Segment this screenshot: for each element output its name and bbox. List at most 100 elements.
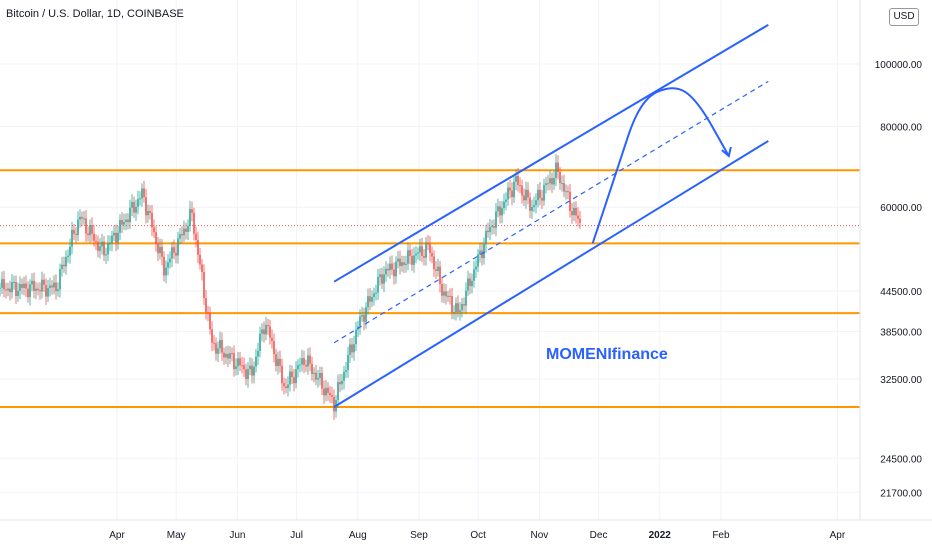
- candle-body: [565, 191, 567, 193]
- candle-body: [33, 280, 35, 291]
- candle-body: [371, 297, 373, 302]
- candle-body: [299, 364, 301, 366]
- candle-body: [137, 199, 139, 207]
- candle-body: [15, 281, 17, 297]
- candle-body: [345, 370, 347, 372]
- candle-body: [303, 358, 305, 365]
- candle-body: [443, 291, 445, 296]
- candle-body: [555, 162, 557, 178]
- candle-body: [261, 329, 263, 334]
- candle-body: [267, 324, 269, 327]
- candle-body: [243, 365, 245, 370]
- candle-body: [103, 241, 105, 256]
- candle-body: [283, 383, 285, 387]
- candle-body: [317, 377, 319, 380]
- candle-body: [309, 355, 311, 364]
- candle-body: [453, 312, 455, 314]
- candle-body: [83, 218, 85, 220]
- candle-body: [51, 285, 53, 288]
- candle-body: [395, 261, 397, 277]
- candle-body: [45, 284, 47, 297]
- candle-body: [513, 181, 515, 198]
- candle-body: [543, 185, 545, 201]
- candle-body: [39, 290, 41, 292]
- candle-body: [0, 287, 1, 289]
- candle-body: [57, 289, 59, 292]
- candle-body: [81, 216, 83, 219]
- candle-body: [19, 284, 21, 291]
- candle-body: [77, 219, 79, 236]
- candle-body: [11, 282, 13, 293]
- candle-body: [437, 266, 439, 271]
- candle-body: [533, 204, 535, 207]
- candle-body: [207, 312, 209, 314]
- candle-body: [505, 199, 507, 202]
- candle-body: [101, 241, 103, 247]
- price-axis-panel[interactable]: [860, 0, 932, 550]
- y-tick-label: 38500.00: [880, 328, 922, 339]
- candle-body: [67, 255, 69, 258]
- candle-body: [175, 252, 177, 256]
- candle-body: [55, 282, 57, 292]
- candle-body: [421, 246, 423, 257]
- candle-body: [545, 183, 547, 186]
- currency-button[interactable]: USD: [889, 8, 919, 26]
- candle-body: [427, 242, 429, 245]
- candle-body: [491, 226, 493, 228]
- candle-body: [497, 206, 499, 212]
- candle-body: [313, 372, 315, 374]
- candle-body: [529, 197, 531, 211]
- candle-body: [7, 288, 9, 291]
- candle-body: [219, 339, 221, 349]
- y-tick-label: 60000.00: [880, 203, 922, 214]
- y-tick-label: 80000.00: [880, 123, 922, 134]
- candle-body: [331, 395, 333, 397]
- candle-body: [391, 263, 393, 270]
- candle-body: [521, 185, 523, 196]
- candle-body: [61, 264, 63, 270]
- channel-lower-line[interactable]: [333, 140, 769, 408]
- candle-body: [191, 209, 193, 213]
- x-tick-label: Apr: [109, 530, 125, 541]
- x-tick-label: Jul: [290, 530, 303, 541]
- projection-path[interactable]: [591, 87, 730, 244]
- candle-body: [429, 244, 431, 253]
- channel-upper-line[interactable]: [333, 23, 769, 283]
- candle-body: [117, 232, 119, 243]
- candle-body: [95, 240, 97, 242]
- candle-body: [177, 238, 179, 256]
- candle-body: [571, 211, 573, 216]
- candle-body: [341, 380, 343, 385]
- candle-body: [23, 283, 25, 288]
- x-tick-label: May: [167, 530, 186, 541]
- candle-body: [145, 197, 147, 216]
- candle-body: [229, 353, 231, 359]
- candle-body: [241, 365, 243, 367]
- channel-drawings[interactable]: [333, 23, 769, 408]
- channel-middle-line[interactable]: [333, 80, 769, 344]
- candle-body: [293, 377, 295, 384]
- candle-body: [263, 329, 265, 335]
- candle-body: [297, 365, 299, 370]
- candle-body: [53, 282, 55, 288]
- candle-body: [133, 201, 135, 213]
- candle-body: [499, 206, 501, 216]
- horizontal-levels[interactable]: 68453.3252740.1841111.1629416.4556177.41…: [0, 162, 930, 415]
- candle-body: [471, 280, 473, 287]
- candle-body: [25, 283, 27, 289]
- candle-body: [149, 211, 151, 214]
- candle-body: [201, 264, 203, 273]
- candle-body: [333, 396, 335, 412]
- candle-body: [21, 284, 23, 288]
- watermark-text: MOMENIfinance: [546, 346, 668, 363]
- y-tick-label: 21700.00: [880, 488, 922, 499]
- candle-body: [353, 344, 355, 353]
- candle-body: [449, 295, 451, 297]
- projection-arrowhead: [721, 146, 732, 158]
- candle-body: [479, 250, 481, 255]
- candle-body: [195, 233, 197, 241]
- candle-body: [203, 272, 205, 299]
- candle-body: [89, 225, 91, 236]
